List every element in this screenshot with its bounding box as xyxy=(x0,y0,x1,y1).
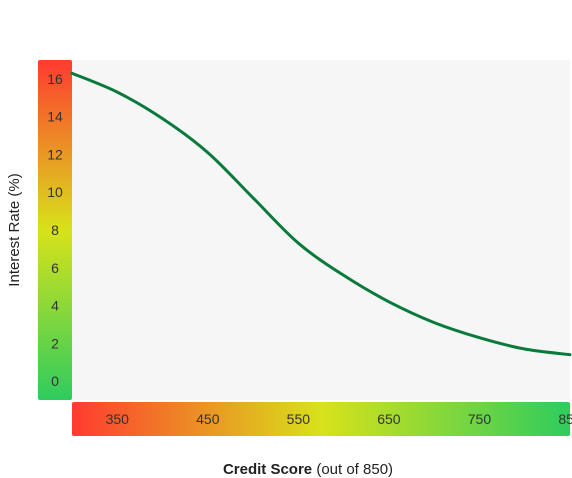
y-tick-label: 8 xyxy=(51,222,59,238)
y-axis-color-scale xyxy=(38,60,72,400)
y-tick-label: 14 xyxy=(47,109,63,125)
y-axis-label: Interest Rate (%) xyxy=(6,173,23,286)
y-tick-label: 2 xyxy=(51,335,59,351)
y-tick-label: 10 xyxy=(47,184,63,200)
x-axis-label-main: Credit Score xyxy=(223,461,312,478)
x-axis-label: Credit Score (out of 850) xyxy=(223,461,393,478)
interest-rate-line xyxy=(70,71,572,357)
y-tick-label: 16 xyxy=(47,71,63,87)
x-axis-ticks: 350 450 550 650 750 850 xyxy=(106,411,572,427)
x-tick-label: 850 xyxy=(558,411,572,427)
x-tick-label: 550 xyxy=(287,411,311,427)
x-axis-color-scale xyxy=(72,402,570,436)
y-tick-label: 0 xyxy=(51,373,59,389)
x-tick-label: 750 xyxy=(468,411,492,427)
plot-background xyxy=(72,60,570,400)
y-axis-ticks: 0 2 4 6 8 10 12 14 16 xyxy=(47,71,63,389)
x-tick-label: 350 xyxy=(106,411,130,427)
x-tick-label: 450 xyxy=(196,411,220,427)
x-tick-label: 650 xyxy=(377,411,401,427)
y-tick-label: 12 xyxy=(47,146,63,162)
y-tick-label: 6 xyxy=(51,260,59,276)
y-tick-label: 4 xyxy=(51,298,59,314)
x-axis-label-suffix: (out of 850) xyxy=(312,461,393,478)
